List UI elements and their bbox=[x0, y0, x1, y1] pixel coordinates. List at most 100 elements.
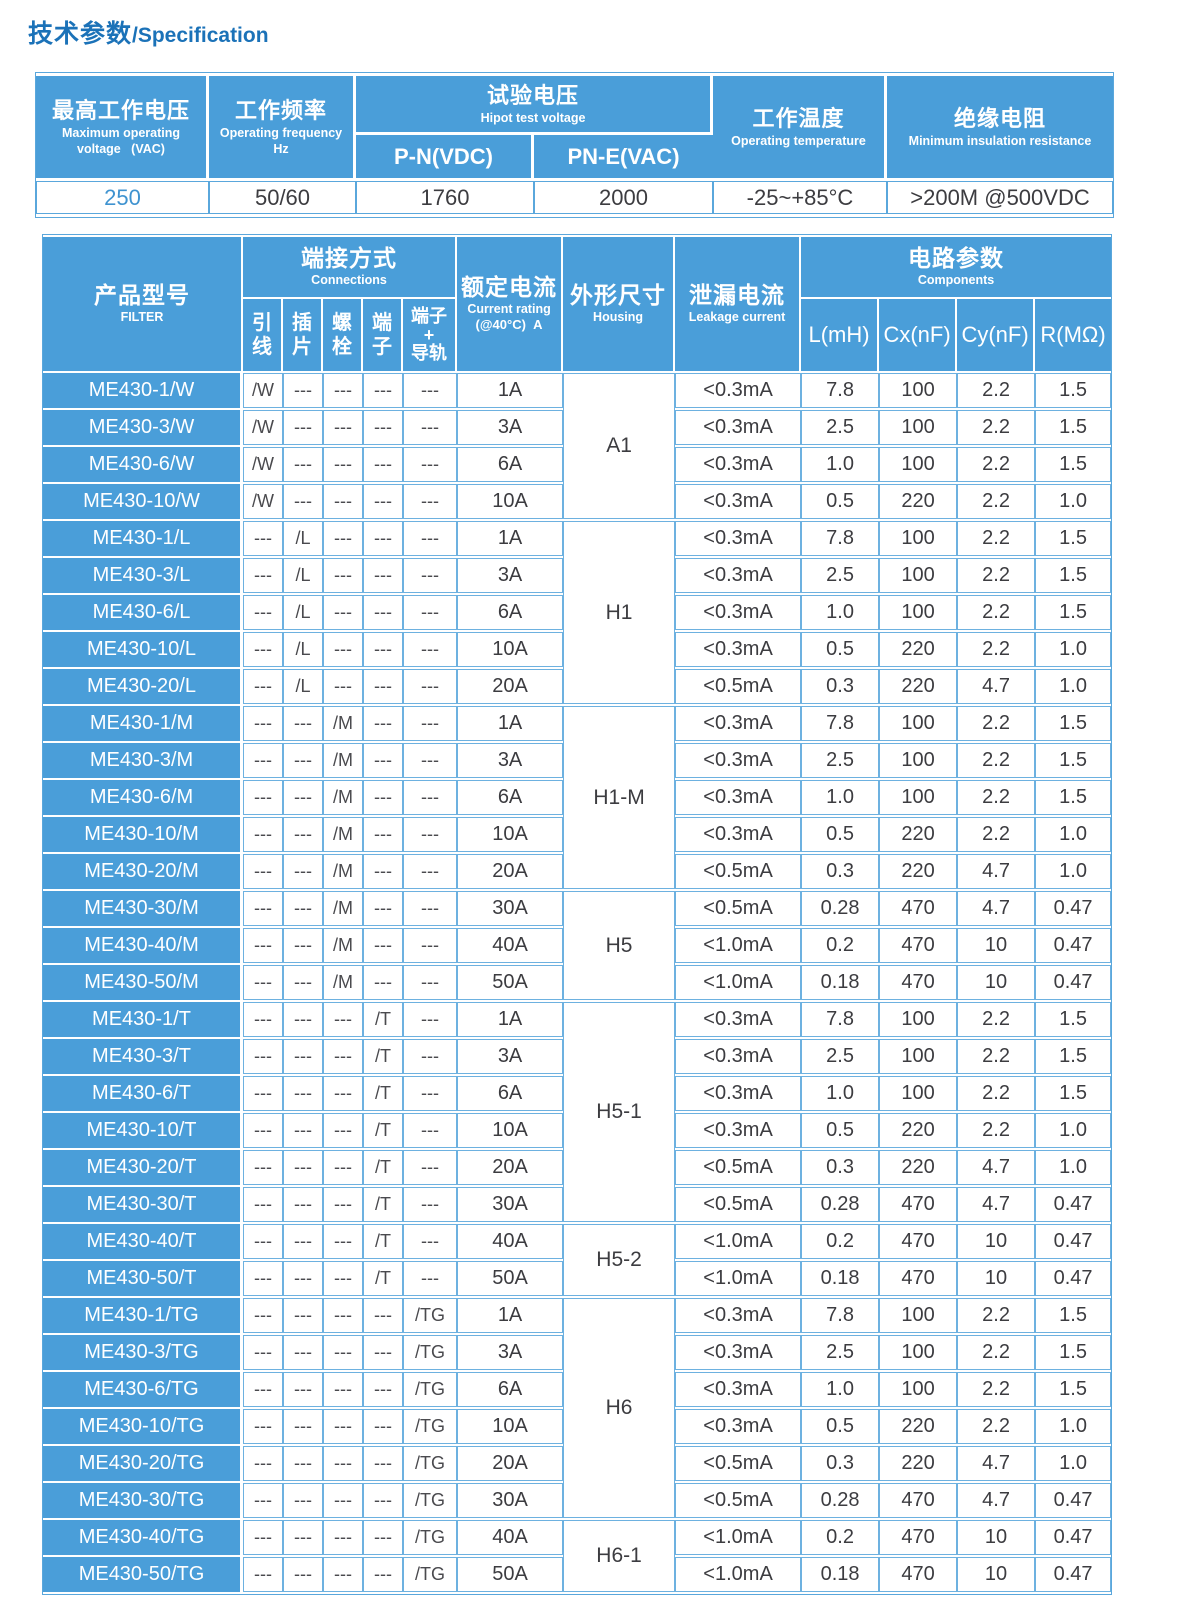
connection-cell: --- bbox=[243, 521, 283, 556]
l-value-cell: 2.5 bbox=[801, 743, 880, 778]
table-row: ME430-6/M --- ---/M --- --- 6A <0.3mA 1.0 100 2.2… bbox=[43, 780, 1112, 815]
connection-cell: --- bbox=[403, 891, 458, 926]
connection-cell: /W bbox=[243, 484, 283, 519]
connection-cell: --- bbox=[323, 1002, 363, 1037]
leakage-cell: <0.3mA bbox=[675, 1298, 802, 1333]
leakage-cell: <0.3mA bbox=[675, 521, 802, 556]
connection-cell: --- bbox=[323, 1113, 363, 1148]
cy-value-cell: 2.2 bbox=[957, 521, 1036, 556]
connection-cell: --- bbox=[403, 595, 458, 630]
connection-cell: /T bbox=[363, 1224, 403, 1259]
leakage-cell: <1.0mA bbox=[675, 965, 802, 1000]
model-cell: ME430-10/L bbox=[43, 632, 243, 667]
model-cell: ME430-3/W bbox=[43, 410, 243, 445]
r-value-cell: 1.0 bbox=[1035, 632, 1112, 667]
cx-value-cell: 100 bbox=[879, 743, 958, 778]
connection-cell: --- bbox=[283, 1039, 323, 1074]
r-value-cell: 1.5 bbox=[1035, 780, 1112, 815]
cy-value-cell: 2.2 bbox=[957, 706, 1036, 741]
l-value-cell: 1.0 bbox=[801, 1076, 880, 1111]
l-value-cell: 0.5 bbox=[801, 1113, 880, 1148]
connection-cell: --- bbox=[363, 743, 403, 778]
connection-cell: --- bbox=[323, 1261, 363, 1296]
cx-value-cell: 100 bbox=[879, 595, 958, 630]
cx-value-cell: 220 bbox=[879, 1409, 958, 1444]
leakage-cell: <0.3mA bbox=[675, 410, 802, 445]
connection-cell: --- bbox=[283, 928, 323, 963]
temperature-zh: 工作温度 bbox=[752, 106, 845, 132]
leakage-cell: <0.3mA bbox=[675, 632, 802, 667]
current-rating-cell: 30A bbox=[457, 1187, 564, 1222]
spec-header-pne-vac: PN-E(VAC) bbox=[534, 135, 713, 178]
table-row: ME430-50/T --- --- ---/T --- 50A <1.0mA 0.18 470… bbox=[43, 1261, 1112, 1296]
filter-spec-table: 产品型号 FILTER 端接方式 Connections 额定电流 Curren… bbox=[42, 234, 1113, 1595]
leakage-cell: <0.3mA bbox=[675, 373, 802, 408]
current-rating-cell: 3A bbox=[457, 743, 564, 778]
model-cell: ME430-1/M bbox=[43, 706, 243, 741]
connection-cell: --- bbox=[283, 1187, 323, 1222]
connection-cell: /M bbox=[323, 891, 363, 926]
connection-cell: --- bbox=[283, 373, 323, 408]
cy-value-cell: 4.7 bbox=[957, 1187, 1036, 1222]
leakage-cell: <0.5mA bbox=[675, 1483, 802, 1518]
housing-cell: H6-1 bbox=[563, 1520, 676, 1592]
connection-cell: --- bbox=[403, 1113, 458, 1148]
r-value-cell: 0.47 bbox=[1035, 1224, 1112, 1259]
r-value-cell: 1.5 bbox=[1035, 373, 1112, 408]
l-value-cell: 1.0 bbox=[801, 780, 880, 815]
cy-value-cell: 10 bbox=[957, 1520, 1036, 1555]
connection-cell: --- bbox=[403, 1039, 458, 1074]
connection-cell: --- bbox=[403, 410, 458, 445]
l-value-cell: 0.5 bbox=[801, 484, 880, 519]
housing-cell: H6 bbox=[563, 1298, 676, 1518]
l-value-cell: 0.3 bbox=[801, 854, 880, 889]
connection-cell: --- bbox=[243, 854, 283, 889]
connection-cell: --- bbox=[243, 928, 283, 963]
current-rating-cell: 30A bbox=[457, 1483, 564, 1518]
table-row: ME430-1/T --- --- ---/T --- 1A H5-1 <0.3mA 7.8 10… bbox=[43, 1002, 1112, 1222]
leakage-cell: <0.3mA bbox=[675, 1002, 802, 1037]
cy-value-cell: 10 bbox=[957, 965, 1036, 1000]
connection-cell: /L bbox=[283, 669, 323, 704]
connection-cell: /T bbox=[363, 1261, 403, 1296]
connection-cell: --- bbox=[403, 743, 458, 778]
l-value-cell: 2.5 bbox=[801, 1039, 880, 1074]
table-row: ME430-20/L ---/L --- --- --- 20A <0.5mA 0.3 220 4… bbox=[43, 669, 1112, 704]
col-header-housing: 外形尺寸 Housing bbox=[563, 237, 676, 371]
table-row: ME430-1/TG --- --- --- ---/TG 1A H6 <0.3mA 7.8 10… bbox=[43, 1298, 1112, 1518]
connection-cell: --- bbox=[323, 1483, 363, 1518]
current-rating-cell: 6A bbox=[457, 595, 564, 630]
connection-cell: --- bbox=[243, 1002, 283, 1037]
current-rating-cell: 50A bbox=[457, 965, 564, 1000]
model-cell: ME430-30/TG bbox=[43, 1483, 243, 1518]
r-value-cell: 1.0 bbox=[1035, 817, 1112, 852]
main-table-body: ME430-1/W/W --- --- --- --- 1A A1 <0.3mA 7.8 100 2… bbox=[43, 373, 1112, 1592]
connection-cell: --- bbox=[283, 1446, 323, 1481]
cx-value-cell: 100 bbox=[879, 447, 958, 482]
connection-cell: --- bbox=[403, 521, 458, 556]
insulation-en: Minimum insulation resistance bbox=[908, 133, 1092, 148]
frequency-en: Operating frequency Hz bbox=[219, 125, 343, 156]
connection-cell: --- bbox=[323, 1298, 363, 1333]
cx-value-cell: 470 bbox=[879, 1224, 958, 1259]
connection-cell: /M bbox=[323, 706, 363, 741]
leakage-cell: <0.5mA bbox=[675, 1446, 802, 1481]
l-value-cell: 1.0 bbox=[801, 447, 880, 482]
connection-cell: --- bbox=[243, 1446, 283, 1481]
housing-en: Housing bbox=[593, 309, 644, 324]
model-cell: ME430-20/T bbox=[43, 1150, 243, 1185]
connection-cell: --- bbox=[403, 1150, 458, 1185]
cy-value-cell: 2.2 bbox=[957, 1372, 1036, 1407]
model-cell: ME430-1/L bbox=[43, 521, 243, 556]
connection-cell: --- bbox=[243, 1150, 283, 1185]
cy-value-cell: 2.2 bbox=[957, 373, 1036, 408]
model-cell: ME430-10/W bbox=[43, 484, 243, 519]
spec-value-max-voltage: 250 bbox=[36, 181, 209, 214]
connection-cell: --- bbox=[243, 632, 283, 667]
connection-cell: --- bbox=[363, 1483, 403, 1518]
housing-zh: 外形尺寸 bbox=[570, 282, 667, 309]
connection-cell: /L bbox=[283, 595, 323, 630]
cx-value-cell: 100 bbox=[879, 780, 958, 815]
leakage-en: Leakage current bbox=[688, 309, 786, 324]
current-rating-cell: 20A bbox=[457, 854, 564, 889]
